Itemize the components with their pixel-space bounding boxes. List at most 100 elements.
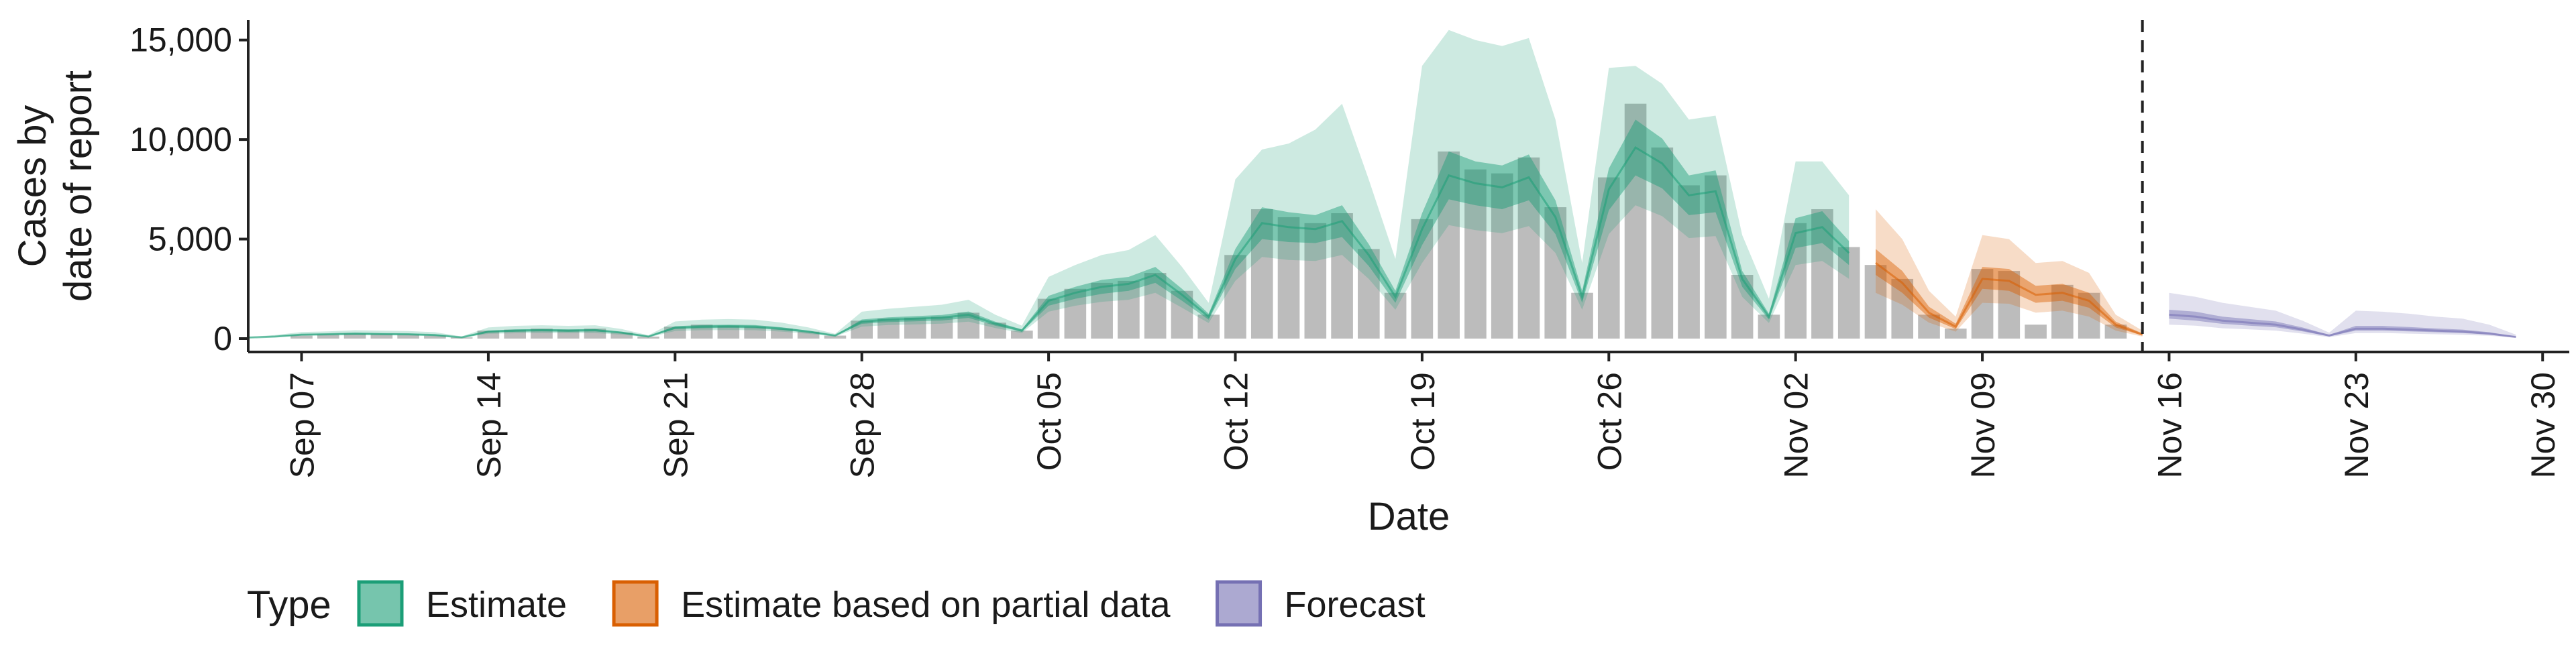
- case-bar: [1197, 314, 1220, 339]
- case-bar: [1678, 185, 1700, 339]
- case-bar: [2104, 325, 2127, 339]
- case-bar: [1331, 213, 1353, 339]
- case-bar: [1918, 314, 1940, 339]
- case-bar: [1464, 169, 1487, 339]
- case-bar: [370, 334, 393, 339]
- legend-swatch: [612, 580, 659, 627]
- case-bar: [1277, 217, 1300, 339]
- x-tick-label: Nov 23: [2338, 372, 2375, 478]
- case-bar: [1998, 271, 2021, 339]
- case-bar: [1597, 177, 1620, 339]
- legend-swatch: [357, 580, 404, 627]
- forecast-outer-band: [2169, 292, 2516, 338]
- legend-label: Estimate based on partial data: [681, 585, 1171, 625]
- case-bar: [1224, 255, 1246, 339]
- estimate-based-on-partial-data-median-line: [1875, 261, 2143, 336]
- case-bar: [717, 325, 740, 339]
- x-axis-title: Date: [1368, 495, 1450, 538]
- estimate-median-line: [248, 145, 1850, 339]
- case-bar: [904, 317, 926, 339]
- case-bar: [1304, 223, 1327, 339]
- case-bar: [290, 335, 313, 339]
- case-bar: [610, 333, 633, 339]
- case-bar: [1651, 148, 1674, 339]
- case-bar: [984, 322, 1006, 339]
- case-bar: [1118, 280, 1140, 339]
- legend-label: Estimate: [426, 585, 567, 625]
- estimate-outer-band: [248, 30, 1849, 339]
- case-bar: [317, 335, 339, 339]
- y-tick-label: 15,000: [129, 21, 232, 59]
- case-bar: [851, 320, 873, 339]
- legend-item-forecast: Forecast: [1216, 580, 1426, 627]
- case-bar: [1011, 331, 1033, 339]
- x-tick-label: Sep 14: [470, 372, 508, 478]
- case-bar: [1571, 292, 1593, 339]
- case-bar: [1171, 290, 1193, 339]
- case-bar: [1784, 223, 1807, 339]
- estimate-based-on-partial-data-inner-band: [1876, 249, 2143, 336]
- estimate-inner-band: [248, 119, 1849, 338]
- case-bar: [1411, 219, 1434, 339]
- estimate-bands: [248, 30, 2516, 339]
- case-bar: [504, 329, 527, 339]
- case-bar: [1544, 207, 1567, 339]
- case-bar: [771, 329, 793, 339]
- y-axis-title: Cases bydate of report: [11, 70, 100, 302]
- case-bar: [1064, 288, 1087, 339]
- case-bar: [877, 318, 900, 339]
- estimate-based-on-partial-data-outer-band: [1876, 209, 2143, 337]
- legend-item-estimate: Estimate: [357, 580, 567, 627]
- x-tick-label: Oct 05: [1030, 372, 1068, 471]
- x-tick-label: Nov 16: [2151, 372, 2188, 478]
- case-bar: [477, 331, 500, 339]
- y-axis-title-line: date of report: [56, 70, 100, 302]
- case-bar: [1705, 175, 1727, 339]
- case-bar: [637, 337, 659, 339]
- x-tick-label: Oct 19: [1404, 372, 1442, 471]
- legend-title: Type: [247, 583, 331, 627]
- case-bar: [690, 325, 713, 339]
- case-bar: [930, 316, 953, 339]
- x-tick-label: Nov 02: [1778, 372, 1815, 478]
- legend: Type Estimate Estimate based on partial d…: [247, 580, 1426, 627]
- case-bar: [1144, 273, 1167, 339]
- case-bar: [1491, 173, 1513, 339]
- forecast-median-line: [2169, 313, 2516, 339]
- case-bar: [824, 335, 847, 339]
- case-bar: [1438, 151, 1460, 339]
- x-tick-label: Oct 12: [1217, 372, 1254, 471]
- case-bar: [797, 331, 820, 339]
- x-tick-label: Nov 30: [2524, 372, 2562, 478]
- legend-items: Estimate Estimate based on partial data Fo…: [357, 580, 1426, 627]
- y-axis-ticks: 0 5,000 10,000 15,000: [129, 21, 248, 357]
- case-bar: [1091, 282, 1113, 339]
- x-tick-label: Oct 26: [1591, 372, 1628, 471]
- x-tick-label: Nov 09: [1964, 372, 2002, 478]
- case-bar: [557, 329, 580, 339]
- case-bar: [744, 327, 766, 339]
- case-bar: [1758, 314, 1780, 339]
- x-tick-label: Sep 21: [657, 372, 694, 478]
- y-tick-label: 5,000: [148, 221, 232, 258]
- case-bar: [1037, 298, 1060, 339]
- x-axis-ticks: Sep 07 Sep 14 Sep 21 Sep 28 Oct 05 Oct 12 Oct …: [284, 352, 2562, 478]
- legend-item-estimate-based-on-partial-data: Estimate based on partial data: [612, 580, 1171, 627]
- case-bar: [2025, 325, 2047, 339]
- case-bar: [424, 335, 446, 339]
- case-bar: [397, 335, 419, 339]
- y-tick-label: 10,000: [129, 121, 232, 158]
- case-bar: [1837, 247, 1860, 339]
- case-bar: [1944, 329, 1967, 339]
- legend-swatch: [1216, 580, 1263, 627]
- case-bar: [1811, 209, 1833, 339]
- case-bar: [343, 333, 366, 339]
- case-bar: [1384, 292, 1407, 339]
- case-bar: [1624, 103, 1647, 339]
- legend-label: Forecast: [1285, 585, 1426, 625]
- case-bar: [1250, 209, 1273, 339]
- x-tick-label: Sep 28: [844, 372, 881, 478]
- y-axis-title-line: Cases by: [11, 105, 54, 268]
